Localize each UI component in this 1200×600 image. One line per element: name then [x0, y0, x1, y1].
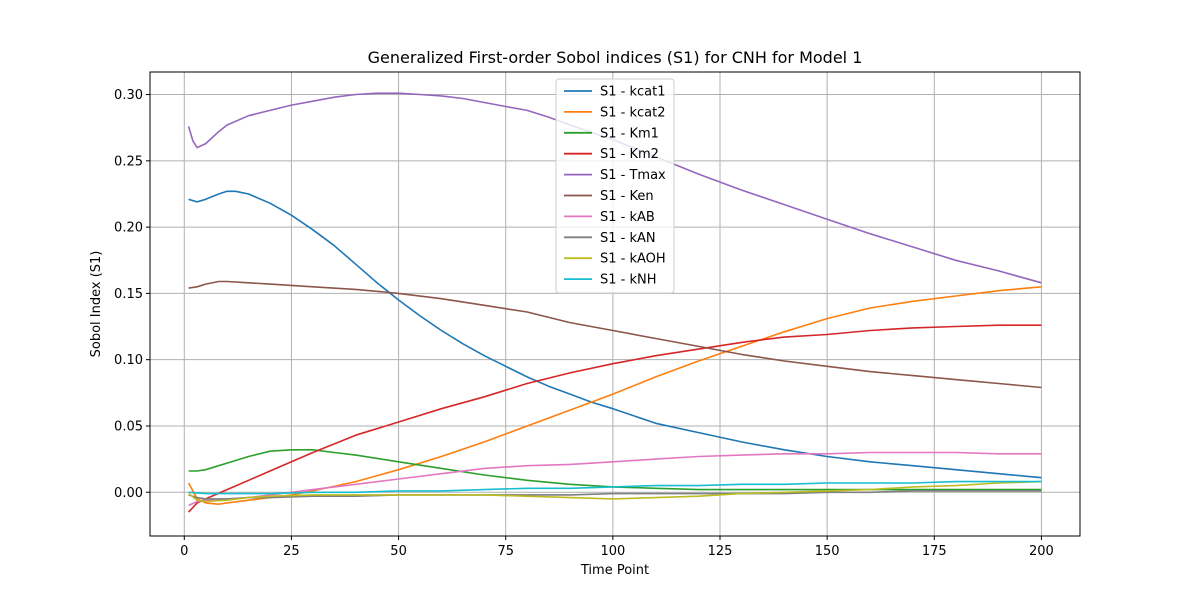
legend-entry-kab: S1 - kAB: [600, 210, 655, 225]
x-tick-label: 0: [180, 544, 188, 559]
y-tick-label: 0.30: [114, 88, 143, 103]
x-tick-label: 25: [283, 544, 300, 559]
x-tick-label: 200: [1029, 544, 1054, 559]
x-axis-label: Time Point: [580, 563, 649, 578]
legend-entry-knh: S1 - kNH: [600, 273, 657, 288]
plot-frame: [149, 71, 1081, 537]
x-tick-label: 50: [390, 544, 407, 559]
series-line-km2: [188, 324, 1042, 513]
series-line-kaoh: [188, 480, 1042, 503]
series-lines: [187, 92, 1042, 513]
y-tick-label: 0.20: [114, 221, 143, 236]
chart-title: Generalized First-order Sobol indices (S…: [368, 48, 863, 67]
y-tick-label: 0.10: [114, 353, 143, 368]
legend: S1 - kcat1 S1 - kcat2 S1 - Km1 S1 - Km2 S1 -…: [555, 78, 675, 294]
legend-entry-km2: S1 - Km2: [600, 147, 659, 162]
legend-entry-kan: S1 - kAN: [600, 231, 656, 246]
y-tick-label: 0.15: [114, 287, 143, 302]
x-tick-label: 75: [497, 544, 514, 559]
legend-entry-kcat1: S1 - kcat1: [600, 85, 666, 100]
series-line-knh: [188, 480, 1042, 495]
series-line-tmax: [187, 92, 1042, 284]
x-tick-label: 175: [922, 544, 947, 559]
y-tick-label: 0.00: [114, 486, 143, 501]
legend-entry-tmax: S1 - Tmax: [600, 168, 666, 183]
series-line-kcat2: [187, 286, 1042, 506]
x-tick-label: 150: [815, 544, 840, 559]
y-axis-ticks: 0.00 0.05 0.10 0.15 0.20 0.25 0.30: [114, 88, 150, 501]
legend-entry-kcat2: S1 - kcat2: [600, 105, 666, 120]
legend-entry-ken: S1 - Ken: [600, 189, 654, 204]
x-tick-label: 125: [708, 544, 733, 559]
legend-entry-kaoh: S1 - kAOH: [600, 252, 666, 267]
series-line-ken: [188, 280, 1042, 389]
y-tick-label: 0.05: [114, 419, 143, 434]
legend-entry-km1: S1 - Km1: [600, 126, 659, 141]
y-axis-label: Sobol Index (S1): [89, 251, 104, 358]
x-axis-ticks: 0 25 50 75 100 125 150 175 200: [180, 536, 1054, 559]
x-tick-label: 100: [600, 544, 625, 559]
y-tick-label: 0.25: [114, 154, 143, 169]
